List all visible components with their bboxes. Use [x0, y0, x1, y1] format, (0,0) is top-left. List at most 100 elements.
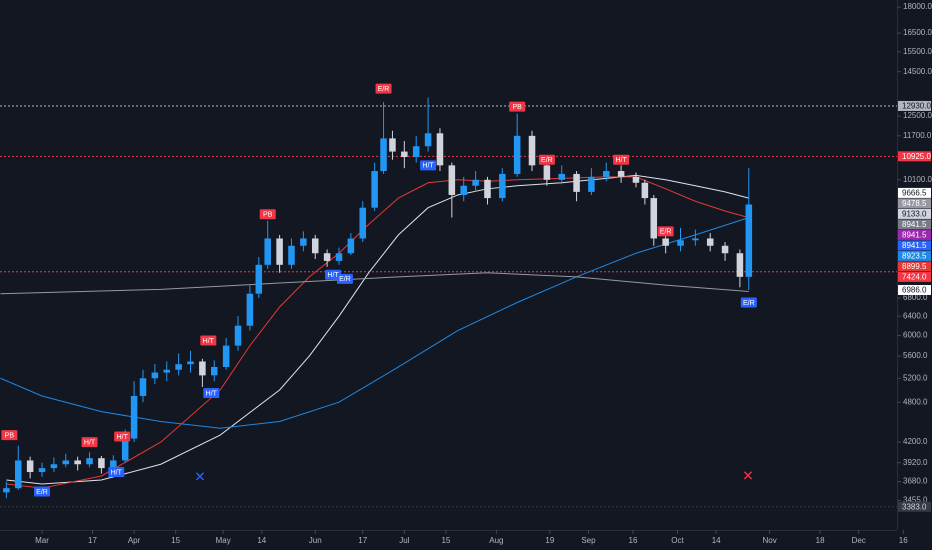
y-tick-label: 10100.0	[903, 175, 932, 184]
annotation-label: E/R	[378, 86, 390, 93]
x-tick-label: 16	[899, 536, 908, 545]
x-tick-label: Apr	[128, 536, 141, 545]
candle-body	[98, 458, 105, 469]
candle-body	[74, 460, 81, 465]
annotation-label: E/R	[36, 489, 48, 496]
y-tick-label: 12500.0	[903, 111, 932, 120]
price-label: 10925.0	[902, 152, 931, 161]
candle-body	[692, 238, 699, 241]
candle-body	[14, 460, 22, 489]
candle-body	[632, 176, 640, 183]
candle-body	[528, 135, 536, 166]
y-tick-label: 3920.0	[903, 458, 928, 467]
annotation-box	[538, 154, 555, 165]
annotation-box	[657, 226, 674, 237]
price-label: 3383.0	[902, 502, 927, 511]
annotation-box	[114, 431, 131, 442]
annotation-label: E/R	[743, 300, 755, 307]
candle-body	[311, 238, 319, 254]
price-label: 8923.5	[902, 252, 927, 261]
moving-average	[0, 272, 749, 295]
annotation-label: PB	[263, 212, 273, 219]
price-label: 6986.0	[902, 286, 927, 295]
annotation-box	[740, 297, 757, 308]
price-label-box	[898, 100, 931, 111]
x-tick-label: Aug	[489, 536, 503, 545]
candle-body	[62, 460, 70, 465]
x-tick-label: May	[216, 536, 231, 545]
x-tick-label: 15	[171, 536, 180, 545]
price-label-box	[898, 250, 931, 261]
annotation-label: PB	[5, 432, 15, 439]
candle-body	[151, 372, 159, 379]
price-label-box	[898, 501, 931, 512]
candle-body	[234, 325, 242, 346]
price-label-box	[898, 229, 931, 240]
x-tick-label: Jul	[399, 536, 409, 545]
x-tick-label: Jun	[309, 536, 322, 545]
y-tick-label: 5600.0	[903, 351, 928, 360]
annotation-box	[509, 101, 526, 112]
x-tick-label: 19	[545, 536, 554, 545]
candle-body	[3, 488, 10, 493]
candle-body	[335, 253, 343, 261]
annotation-label: H/T	[422, 163, 434, 170]
annotation-box	[108, 467, 125, 478]
candle-body	[745, 204, 753, 277]
annotation-label: E/R	[541, 157, 553, 164]
candle-body	[499, 173, 506, 199]
candle-body	[736, 253, 744, 277]
annotation-label: PB	[513, 104, 523, 111]
annotation-box	[203, 387, 220, 398]
annotation-box	[259, 209, 276, 220]
price-label-box	[898, 151, 931, 162]
price-label-box	[898, 284, 931, 295]
price-label: 9133.0	[902, 210, 927, 219]
moving-average	[0, 217, 749, 429]
annotation-box	[420, 160, 437, 171]
x-tick-label: Mar	[35, 536, 49, 545]
candle-body	[721, 245, 729, 254]
candle-body	[436, 133, 444, 166]
x-tick-label: 17	[88, 536, 97, 545]
y-tick-label: 4200.0	[903, 437, 928, 446]
candle-body	[706, 238, 714, 246]
annotation-box	[375, 83, 392, 94]
annotation-box	[34, 486, 51, 497]
y-tick-label: 5200.0	[903, 373, 928, 382]
y-tick-label: 15500.0	[903, 47, 932, 56]
candle-body	[130, 396, 138, 439]
candle-body	[86, 458, 93, 465]
price-label: 8941.5	[902, 220, 927, 229]
candle-body	[264, 238, 271, 265]
candle-body	[602, 171, 610, 177]
candle-body	[677, 240, 684, 246]
candle-body	[163, 369, 171, 373]
y-tick-label: 3455.0	[903, 496, 928, 505]
price-label: 8941.5	[902, 231, 927, 240]
candle-body	[255, 264, 263, 294]
candle-body	[641, 182, 649, 199]
candle-body	[650, 198, 658, 239]
annotation-label: H/T	[327, 272, 339, 279]
price-label-box	[898, 261, 931, 272]
candle-body	[573, 173, 580, 192]
price-label-box	[898, 271, 931, 282]
candle-body	[222, 345, 230, 367]
annotation-box	[1, 430, 18, 441]
candle-body	[175, 364, 182, 370]
candle-body	[543, 165, 551, 180]
y-tick-label: 6000.0	[903, 331, 928, 340]
candle-body	[617, 171, 625, 177]
candle-body	[276, 238, 283, 265]
candle-body	[472, 179, 479, 186]
candle-body	[210, 366, 218, 376]
candle-body	[448, 165, 456, 195]
annotation-label: H/T	[206, 390, 218, 397]
cross-marker: ✕	[194, 469, 206, 485]
candle-body	[460, 185, 467, 195]
candle-body	[484, 179, 491, 199]
y-tick-label: 4800.0	[903, 397, 928, 406]
